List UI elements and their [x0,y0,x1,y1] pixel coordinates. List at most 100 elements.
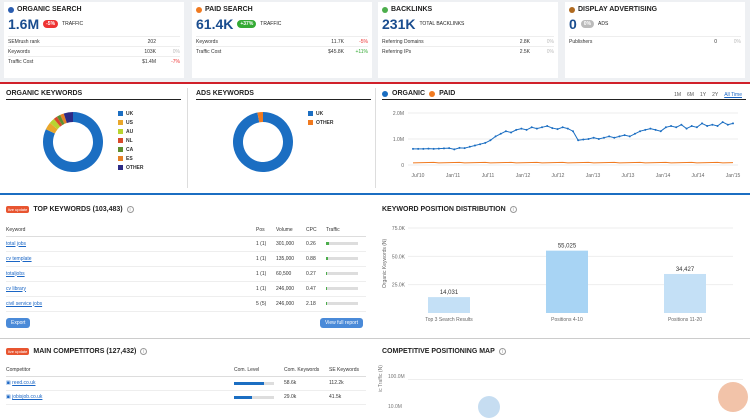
organic-point[interactable] [608,135,611,138]
donut-slice[interactable] [43,112,104,172]
organic-label[interactable]: ORGANIC [392,90,426,97]
organic-point[interactable] [592,136,595,139]
organic-point[interactable] [546,125,549,127]
organic-point[interactable] [432,147,435,150]
donut-slice[interactable] [53,116,63,127]
organic-point[interactable] [504,130,507,133]
organic-point[interactable] [417,147,420,150]
organic-point[interactable] [685,127,688,130]
competitor-bubble[interactable] [718,382,748,412]
organic-point[interactable] [448,147,451,150]
column-header[interactable]: Pos [256,224,276,237]
column-header[interactable]: SE Keywords [329,366,360,373]
organic-point[interactable] [649,127,652,130]
position-bar[interactable] [664,273,706,313]
column-header[interactable]: Com. Keywords [284,366,320,373]
range-option[interactable]: All Time [724,92,742,98]
organic-point[interactable] [473,144,476,147]
organic-point[interactable] [623,134,626,137]
organic-point[interactable] [437,147,440,150]
organic-point[interactable] [716,125,719,127]
organic-point[interactable] [721,121,724,124]
organic-point[interactable] [541,126,544,129]
organic-point[interactable] [675,126,678,129]
range-option[interactable]: 2Y [712,92,719,98]
column-header[interactable]: CPC [306,224,326,237]
organic-point[interactable] [597,138,600,140]
organic-point[interactable] [422,147,425,150]
organic-point[interactable] [453,148,456,151]
organic-point[interactable] [618,135,621,138]
organic-point[interactable] [659,130,662,133]
column-header[interactable]: Com. Level [234,366,260,373]
organic-point[interactable] [695,126,698,129]
donut-slice[interactable] [45,122,58,134]
organic-point[interactable] [520,127,523,130]
organic-point[interactable] [494,135,497,138]
range-option[interactable]: 6M [687,92,694,98]
organic-point[interactable] [628,135,631,138]
competitor-link[interactable]: jobisjob.co.uk [12,394,43,400]
organic-point[interactable] [484,141,487,144]
organic-point[interactable] [690,125,693,127]
organic-point[interactable] [572,130,574,133]
competitor-bubble[interactable] [478,396,500,418]
summary-title-text[interactable]: BACKLINKS [391,6,433,13]
donut-slice[interactable] [49,118,61,130]
organic-point[interactable] [639,130,642,133]
donut-slice[interactable] [63,112,73,123]
organic-point[interactable] [463,147,466,150]
keyword-link[interactable]: cv library [6,285,27,292]
keyword-link[interactable]: totaljobs [6,270,25,277]
organic-point[interactable] [711,123,714,126]
organic-point[interactable] [582,138,585,141]
info-icon[interactable]: i [126,206,134,213]
donut-slice[interactable] [233,112,293,172]
export-button[interactable]: Export [6,318,31,328]
organic-point[interactable] [587,138,590,140]
view-full-report-button[interactable]: View full report [320,318,363,328]
summary-title-text[interactable]: ORGANIC SEARCH [17,6,82,13]
summary-title-text[interactable]: PAID SEARCH [205,6,253,13]
column-header[interactable]: Keyword [6,224,256,237]
organic-point[interactable] [732,122,734,125]
organic-point[interactable] [706,125,709,127]
keyword-link[interactable]: cv template [6,255,32,262]
organic-point[interactable] [633,132,636,135]
competitor-link[interactable]: reed.co.uk [12,380,36,386]
position-bar[interactable] [428,297,470,313]
paid-label[interactable]: PAID [439,90,456,97]
organic-point[interactable] [664,126,667,129]
organic-point[interactable] [680,123,683,126]
organic-point[interactable] [613,136,616,139]
organic-point[interactable] [556,128,559,131]
column-header[interactable]: Competitor [6,366,31,373]
organic-point[interactable] [566,127,569,130]
donut-slice[interactable] [56,114,65,126]
organic-point[interactable] [551,127,554,130]
organic-point[interactable] [489,139,492,142]
column-header[interactable]: Traffic [326,224,366,237]
organic-point[interactable] [602,136,605,139]
range-option[interactable]: 1M [674,92,682,98]
keyword-link[interactable]: total jobs [6,240,27,247]
organic-point[interactable] [535,127,538,130]
organic-point[interactable] [525,128,528,131]
organic-point[interactable] [479,143,482,146]
organic-point[interactable] [510,131,513,134]
organic-point[interactable] [458,146,461,149]
organic-point[interactable] [577,139,580,142]
summary-title-text[interactable]: DISPLAY ADVERTISING [578,6,658,13]
organic-point[interactable] [701,122,704,125]
donut-slice[interactable] [60,113,67,124]
organic-point[interactable] [442,147,445,150]
donut-slice[interactable] [257,112,263,123]
organic-point[interactable] [654,128,657,131]
info-icon[interactable]: i [140,348,148,355]
position-bar[interactable] [546,250,588,313]
organic-point[interactable] [499,132,502,135]
organic-point[interactable] [515,128,518,131]
organic-point[interactable] [412,147,414,150]
organic-point[interactable] [726,123,729,126]
organic-point[interactable] [530,126,533,129]
